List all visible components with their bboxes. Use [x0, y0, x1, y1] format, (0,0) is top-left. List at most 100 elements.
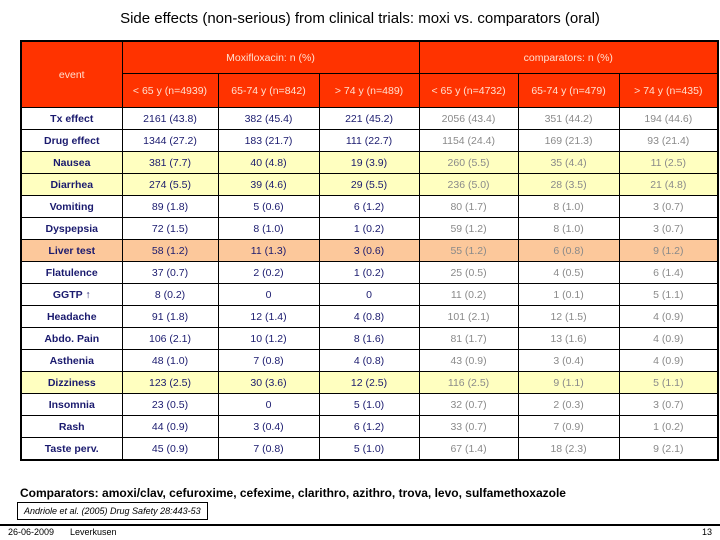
event-cell: Flatulence — [20, 261, 123, 284]
moxi-value-cell: 48 (1.0) — [121, 349, 219, 372]
moxi-value-cell: 8 (1.0) — [217, 217, 320, 240]
comparator-value-cell: 12 (1.5) — [517, 305, 620, 328]
event-cell: Asthenia — [20, 349, 123, 372]
table-row: Dyspepsia 72 (1.5) 8 (1.0) 1 (0.2) 59 (1.2) 8… — [20, 217, 719, 240]
comparator-value-cell: 25 (0.5) — [418, 261, 519, 284]
moxi-value-cell: 30 (3.6) — [217, 371, 320, 394]
event-cell: Taste perv. — [20, 437, 123, 461]
table-row: Diarrhea 274 (5.5) 39 (4.6) 29 (5.5) 236 (5.… — [20, 173, 719, 196]
event-cell: Rash — [20, 415, 123, 438]
moxi-value-cell: 29 (5.5) — [318, 173, 420, 196]
comparator-value-cell: 2056 (43.4) — [418, 107, 519, 130]
moxi-value-cell: 274 (5.5) — [121, 173, 219, 196]
comparator-value-cell: 35 (4.4) — [517, 151, 620, 174]
moxi-value-cell: 0 — [217, 393, 320, 416]
comparator-value-cell: 4 (0.9) — [618, 305, 719, 328]
comparator-value-cell: 28 (3.5) — [517, 173, 620, 196]
event-header: event — [20, 40, 123, 108]
moxi-value-cell: 7 (0.8) — [217, 437, 320, 461]
comparator-value-cell: 32 (0.7) — [418, 393, 519, 416]
moxi-column-header: > 74 y (n=489) — [318, 73, 420, 108]
side-effects-table: event Moxifloxacin: n (%) comparators: n… — [20, 40, 720, 461]
moxi-value-cell: 44 (0.9) — [121, 415, 219, 438]
moxi-value-cell: 221 (45.2) — [318, 107, 420, 130]
comparator-value-cell: 8 (1.0) — [517, 195, 620, 218]
comparator-value-cell: 101 (2.1) — [418, 305, 519, 328]
comparator-value-cell: 8 (1.0) — [517, 217, 620, 240]
moxi-value-cell: 4 (0.8) — [318, 349, 420, 372]
comparator-value-cell: 6 (0.8) — [517, 239, 620, 262]
moxi-value-cell: 6 (1.2) — [318, 195, 420, 218]
comparator-value-cell: 1 (0.2) — [618, 415, 719, 438]
slide-title: Side effects (non-serious) from clinical… — [120, 10, 600, 27]
event-cell: GGTP ↑ — [20, 283, 123, 306]
moxi-value-cell: 0 — [318, 283, 420, 306]
comparator-value-cell: 3 (0.7) — [618, 217, 719, 240]
moxi-value-cell: 7 (0.8) — [217, 349, 320, 372]
moxi-value-cell: 2161 (43.8) — [121, 107, 219, 130]
moxi-value-cell: 8 (1.6) — [318, 327, 420, 350]
table-row: Insomnia 23 (0.5) 0 5 (1.0) 32 (0.7) 2 (0.3) 3… — [20, 393, 719, 416]
moxi-column-header: 65-74 y (n=842) — [217, 73, 320, 108]
comparator-value-cell: 4 (0.9) — [618, 327, 719, 350]
event-cell: Vomiting — [20, 195, 123, 218]
comparator-value-cell: 7 (0.9) — [517, 415, 620, 438]
event-cell: Tx effect — [20, 107, 123, 130]
moxi-value-cell: 12 (1.4) — [217, 305, 320, 328]
table-row: Drug effect 1344 (27.2) 183 (21.7) 111 (22.… — [20, 129, 719, 152]
table-row: Abdo. Pain 106 (2.1) 10 (1.2) 8 (1.6) 81 (1.… — [20, 327, 719, 350]
comparator-value-cell: 11 (2.5) — [618, 151, 719, 174]
event-cell: Liver test — [20, 239, 123, 262]
moxi-value-cell: 6 (1.2) — [318, 415, 420, 438]
moxi-value-cell: 111 (22.7) — [318, 129, 420, 152]
moxi-value-cell: 23 (0.5) — [121, 393, 219, 416]
moxi-value-cell: 381 (7.7) — [121, 151, 219, 174]
moxi-value-cell: 1 (0.2) — [318, 217, 420, 240]
table-row: Headache 91 (1.8) 12 (1.4) 4 (0.8) 101 (2.1)… — [20, 305, 719, 328]
table-row: Nausea 381 (7.7) 40 (4.8) 19 (3.9) 260 (5.5)… — [20, 151, 719, 174]
comparator-value-cell: 81 (1.7) — [418, 327, 519, 350]
comparator-value-cell: 3 (0.4) — [517, 349, 620, 372]
moxi-value-cell: 0 — [217, 283, 320, 306]
table-row: Asthenia 48 (1.0) 7 (0.8) 4 (0.8) 43 (0.9) 3 … — [20, 349, 719, 372]
moxi-value-cell: 72 (1.5) — [121, 217, 219, 240]
event-cell: Dizziness — [20, 371, 123, 394]
table-row: Flatulence 37 (0.7) 2 (0.2) 1 (0.2) 25 (0.5)… — [20, 261, 719, 284]
table-row: Liver test 58 (1.2) 11 (1.3) 3 (0.6) 55 (1.2… — [20, 239, 719, 262]
comparator-value-cell: 1154 (24.4) — [418, 129, 519, 152]
moxi-column-header: < 65 y (n=4939) — [121, 73, 219, 108]
comparator-value-cell: 194 (44.6) — [618, 107, 719, 130]
moxi-value-cell: 89 (1.8) — [121, 195, 219, 218]
event-cell: Headache — [20, 305, 123, 328]
moxi-value-cell: 382 (45.4) — [217, 107, 320, 130]
page-number: 13 — [701, 527, 712, 537]
moxi-value-cell: 183 (21.7) — [217, 129, 320, 152]
moxi-value-cell: 123 (2.5) — [121, 371, 219, 394]
moxi-value-cell: 91 (1.8) — [121, 305, 219, 328]
comparator-value-cell: 9 (2.1) — [618, 437, 719, 461]
moxi-value-cell: 58 (1.2) — [121, 239, 219, 262]
event-cell: Drug effect — [20, 129, 123, 152]
comparators-note: Comparators: amoxi/clav, cefuroxime, cef… — [20, 486, 566, 500]
comparator-value-cell: 67 (1.4) — [418, 437, 519, 461]
table-row: GGTP ↑ 8 (0.2) 0 0 11 (0.2) 1 (0.1) 5 (1.1) — [20, 283, 719, 306]
comparator-value-cell: 59 (1.2) — [418, 217, 519, 240]
moxi-value-cell: 19 (3.9) — [318, 151, 420, 174]
event-cell: Diarrhea — [20, 173, 123, 196]
comparator-value-cell: 93 (21.4) — [618, 129, 719, 152]
moxi-value-cell: 39 (4.6) — [217, 173, 320, 196]
moxi-value-cell: 2 (0.2) — [217, 261, 320, 284]
moxi-value-cell: 37 (0.7) — [121, 261, 219, 284]
comparator-value-cell: 43 (0.9) — [418, 349, 519, 372]
footer-date: 26-06-2009 — [8, 527, 55, 537]
event-cell: Nausea — [20, 151, 123, 174]
moxi-value-cell: 5 (0.6) — [217, 195, 320, 218]
moxi-value-cell: 40 (4.8) — [217, 151, 320, 174]
event-cell: Dyspepsia — [20, 217, 123, 240]
moxi-value-cell: 45 (0.9) — [121, 437, 219, 461]
reference-citation: Andriole et al. (2005) Drug Safety 28:44… — [17, 502, 208, 520]
table-row: Vomiting 89 (1.8) 5 (0.6) 6 (1.2) 80 (1.7) 8 … — [20, 195, 719, 218]
comparator-value-cell: 169 (21.3) — [517, 129, 620, 152]
moxi-value-cell: 8 (0.2) — [121, 283, 219, 306]
moxi-value-cell: 3 (0.4) — [217, 415, 320, 438]
